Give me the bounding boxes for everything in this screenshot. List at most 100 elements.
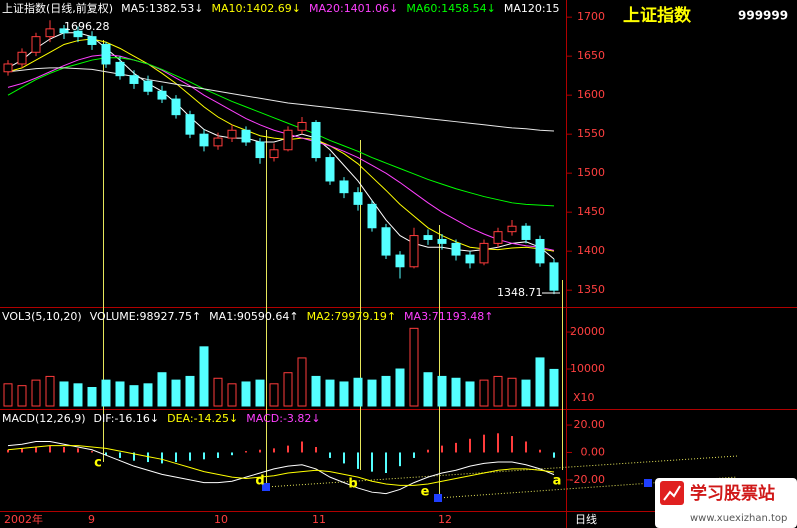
y-tick-label: 0.00 — [581, 445, 606, 458]
x-tick-label: 2002年 — [4, 512, 43, 526]
legend-entry: VOLUME:98927.75↑ — [90, 310, 201, 323]
bar — [45, 375, 55, 407]
y-tick-label: 1400 — [577, 244, 605, 257]
bar — [325, 379, 335, 407]
line — [7, 38, 555, 252]
candle-body — [479, 242, 489, 264]
annotation: b — [348, 477, 357, 492]
x-tick-label: 10 — [214, 513, 228, 526]
bar — [493, 375, 503, 407]
line — [7, 445, 555, 486]
bar — [297, 357, 307, 407]
bar — [535, 357, 545, 407]
y-tick-label: 1500 — [577, 166, 605, 179]
bar — [241, 381, 251, 407]
bar — [549, 368, 559, 407]
legend-entry: MA120:15 — [504, 2, 560, 15]
legend-entry: VOL3(5,10,20) — [2, 310, 82, 323]
candle-body — [465, 254, 475, 264]
y-tick-label: 1450 — [577, 205, 605, 218]
legend-entry: MA1:90590.64↑ — [209, 310, 298, 323]
candle-body — [535, 238, 545, 264]
high-label: 1696.28 — [64, 20, 110, 33]
candle-body — [339, 180, 349, 194]
candle-body — [549, 262, 559, 291]
bar — [507, 377, 517, 407]
candle-body — [45, 28, 55, 38]
bar — [3, 383, 13, 407]
legend-entry: DEA:-14.25↓ — [167, 412, 238, 425]
bar — [283, 372, 293, 407]
candle-body — [213, 137, 223, 147]
annotation: d — [255, 474, 264, 489]
y-tick-label: -20.00 — [570, 473, 605, 486]
line — [7, 67, 555, 132]
candle-body — [185, 114, 195, 135]
candle-body — [59, 28, 69, 34]
bar — [87, 387, 97, 407]
legend-entry: 上证指数(日线,前复权) — [2, 1, 113, 15]
candle-body — [157, 90, 167, 100]
candle-body — [87, 36, 97, 45]
legend-entry: DIF:-16.16↓ — [94, 412, 160, 425]
candle-body — [423, 235, 433, 240]
legend-entry: MA60:1458.54↓ — [406, 2, 495, 15]
legend-entry: MA5:1382.53↓ — [121, 2, 203, 15]
candle-body — [269, 149, 279, 159]
bar — [479, 379, 489, 407]
watermark-url: www.xuexizhan.top — [690, 513, 787, 524]
candle-body — [409, 235, 419, 268]
bar — [353, 377, 363, 407]
bar — [339, 381, 349, 407]
bar — [311, 375, 321, 407]
candle-body — [115, 61, 125, 77]
candle-body — [143, 80, 153, 92]
chart-title: 上证指数 — [623, 5, 692, 26]
bar — [227, 383, 237, 407]
y-tick-label: 1350 — [577, 283, 605, 296]
candle-body — [171, 98, 181, 116]
legend-entry: MA3:71193.48↑ — [404, 310, 493, 323]
bar — [171, 379, 181, 407]
bar — [367, 379, 377, 407]
y-tick-label: 20.00 — [574, 418, 606, 431]
candle-body — [101, 43, 111, 65]
legend-entry: MACD(12,26,9) — [2, 412, 86, 425]
legend-entry: MA20:1401.06↓ — [309, 2, 398, 15]
y-tick-label: 20000 — [570, 325, 605, 338]
watermark-name: 学习股票站 — [690, 483, 775, 504]
candle-body — [3, 63, 13, 73]
candle-body — [311, 121, 321, 159]
bar — [129, 385, 139, 407]
line — [7, 32, 555, 260]
y-tick-label: 1550 — [577, 127, 605, 140]
annotation: a — [553, 474, 562, 489]
bar — [255, 379, 265, 407]
candle-body — [395, 254, 405, 268]
bar — [73, 383, 83, 407]
candle-body — [73, 30, 83, 38]
code: 999999 — [738, 9, 788, 23]
x-tick-label: 9 — [88, 513, 95, 526]
candle-body — [367, 203, 377, 229]
candle-body — [493, 231, 503, 244]
y-tick-label: 1700 — [577, 10, 605, 23]
x-tick-label: 11 — [312, 513, 326, 526]
bar — [409, 327, 419, 407]
bar — [451, 377, 461, 407]
annotation: c — [94, 456, 102, 471]
line — [7, 54, 555, 251]
period-label: 日线 — [575, 512, 597, 526]
bar — [157, 372, 167, 407]
bar — [101, 379, 111, 407]
line — [7, 441, 555, 495]
candle-body — [507, 225, 517, 233]
bar — [269, 383, 279, 407]
bar — [31, 379, 41, 407]
candle-body — [325, 157, 335, 182]
candle-body — [255, 141, 265, 159]
candle-body — [437, 238, 447, 244]
legend-entry: MACD:-3.82↓ — [246, 412, 320, 425]
